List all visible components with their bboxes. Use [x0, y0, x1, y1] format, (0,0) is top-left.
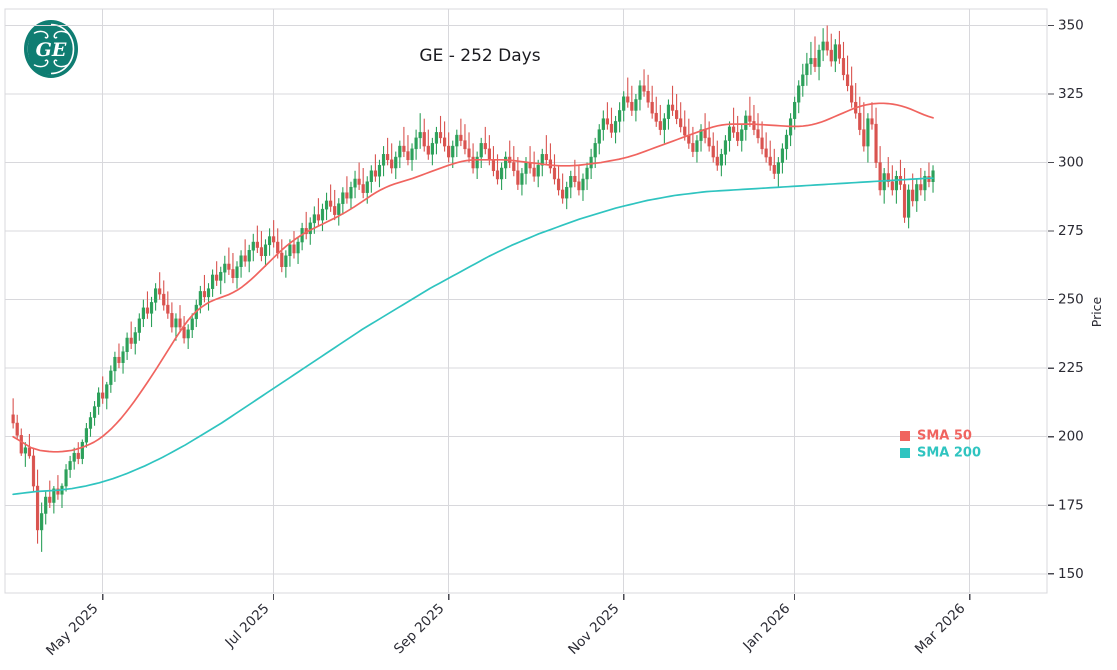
svg-text:175: 175 — [1058, 497, 1084, 513]
page-title: GE - 252 Days — [419, 46, 540, 66]
svg-text:Sep 2025: Sep 2025 — [391, 601, 448, 658]
svg-text:300: 300 — [1058, 155, 1084, 171]
legend-swatch — [900, 431, 910, 441]
y-axis: 150 175 200 225 250 275 300 325 350 — [1048, 17, 1084, 582]
x-axis: May 2025 Jul 2025 Sep 2025 Nov 2025 Jan 2026… — [43, 594, 971, 659]
plot-border — [4, 8, 1048, 594]
svg-text:250: 250 — [1058, 292, 1084, 308]
svg-text:GE: GE — [36, 39, 67, 61]
svg-text:275: 275 — [1058, 223, 1084, 239]
svg-text:Mar 2026: Mar 2026 — [912, 601, 969, 658]
svg-text:Nov 2025: Nov 2025 — [565, 601, 622, 658]
svg-text:225: 225 — [1058, 360, 1084, 376]
svg-text:Jul 2025: Jul 2025 — [222, 601, 273, 652]
svg-text:350: 350 — [1058, 17, 1084, 33]
legend-label[interactable]: SMA 200 — [917, 446, 981, 461]
legend[interactable]: SMA 50 SMA 200 — [900, 429, 981, 461]
candlestick-series — [11, 25, 935, 552]
y-axis-title: Price — [1089, 296, 1104, 327]
legend-swatch — [900, 448, 910, 458]
legend-label[interactable]: SMA 50 — [917, 429, 972, 444]
svg-text:200: 200 — [1058, 429, 1084, 445]
sma-lines — [12, 102, 934, 496]
ge-logo: GE — [24, 20, 78, 78]
svg-text:Jan 2026: Jan 2026 — [739, 601, 793, 655]
gridlines — [5, 9, 1047, 593]
svg-text:May 2025: May 2025 — [43, 601, 101, 659]
svg-text:150: 150 — [1058, 566, 1084, 582]
svg-text:325: 325 — [1058, 86, 1084, 102]
